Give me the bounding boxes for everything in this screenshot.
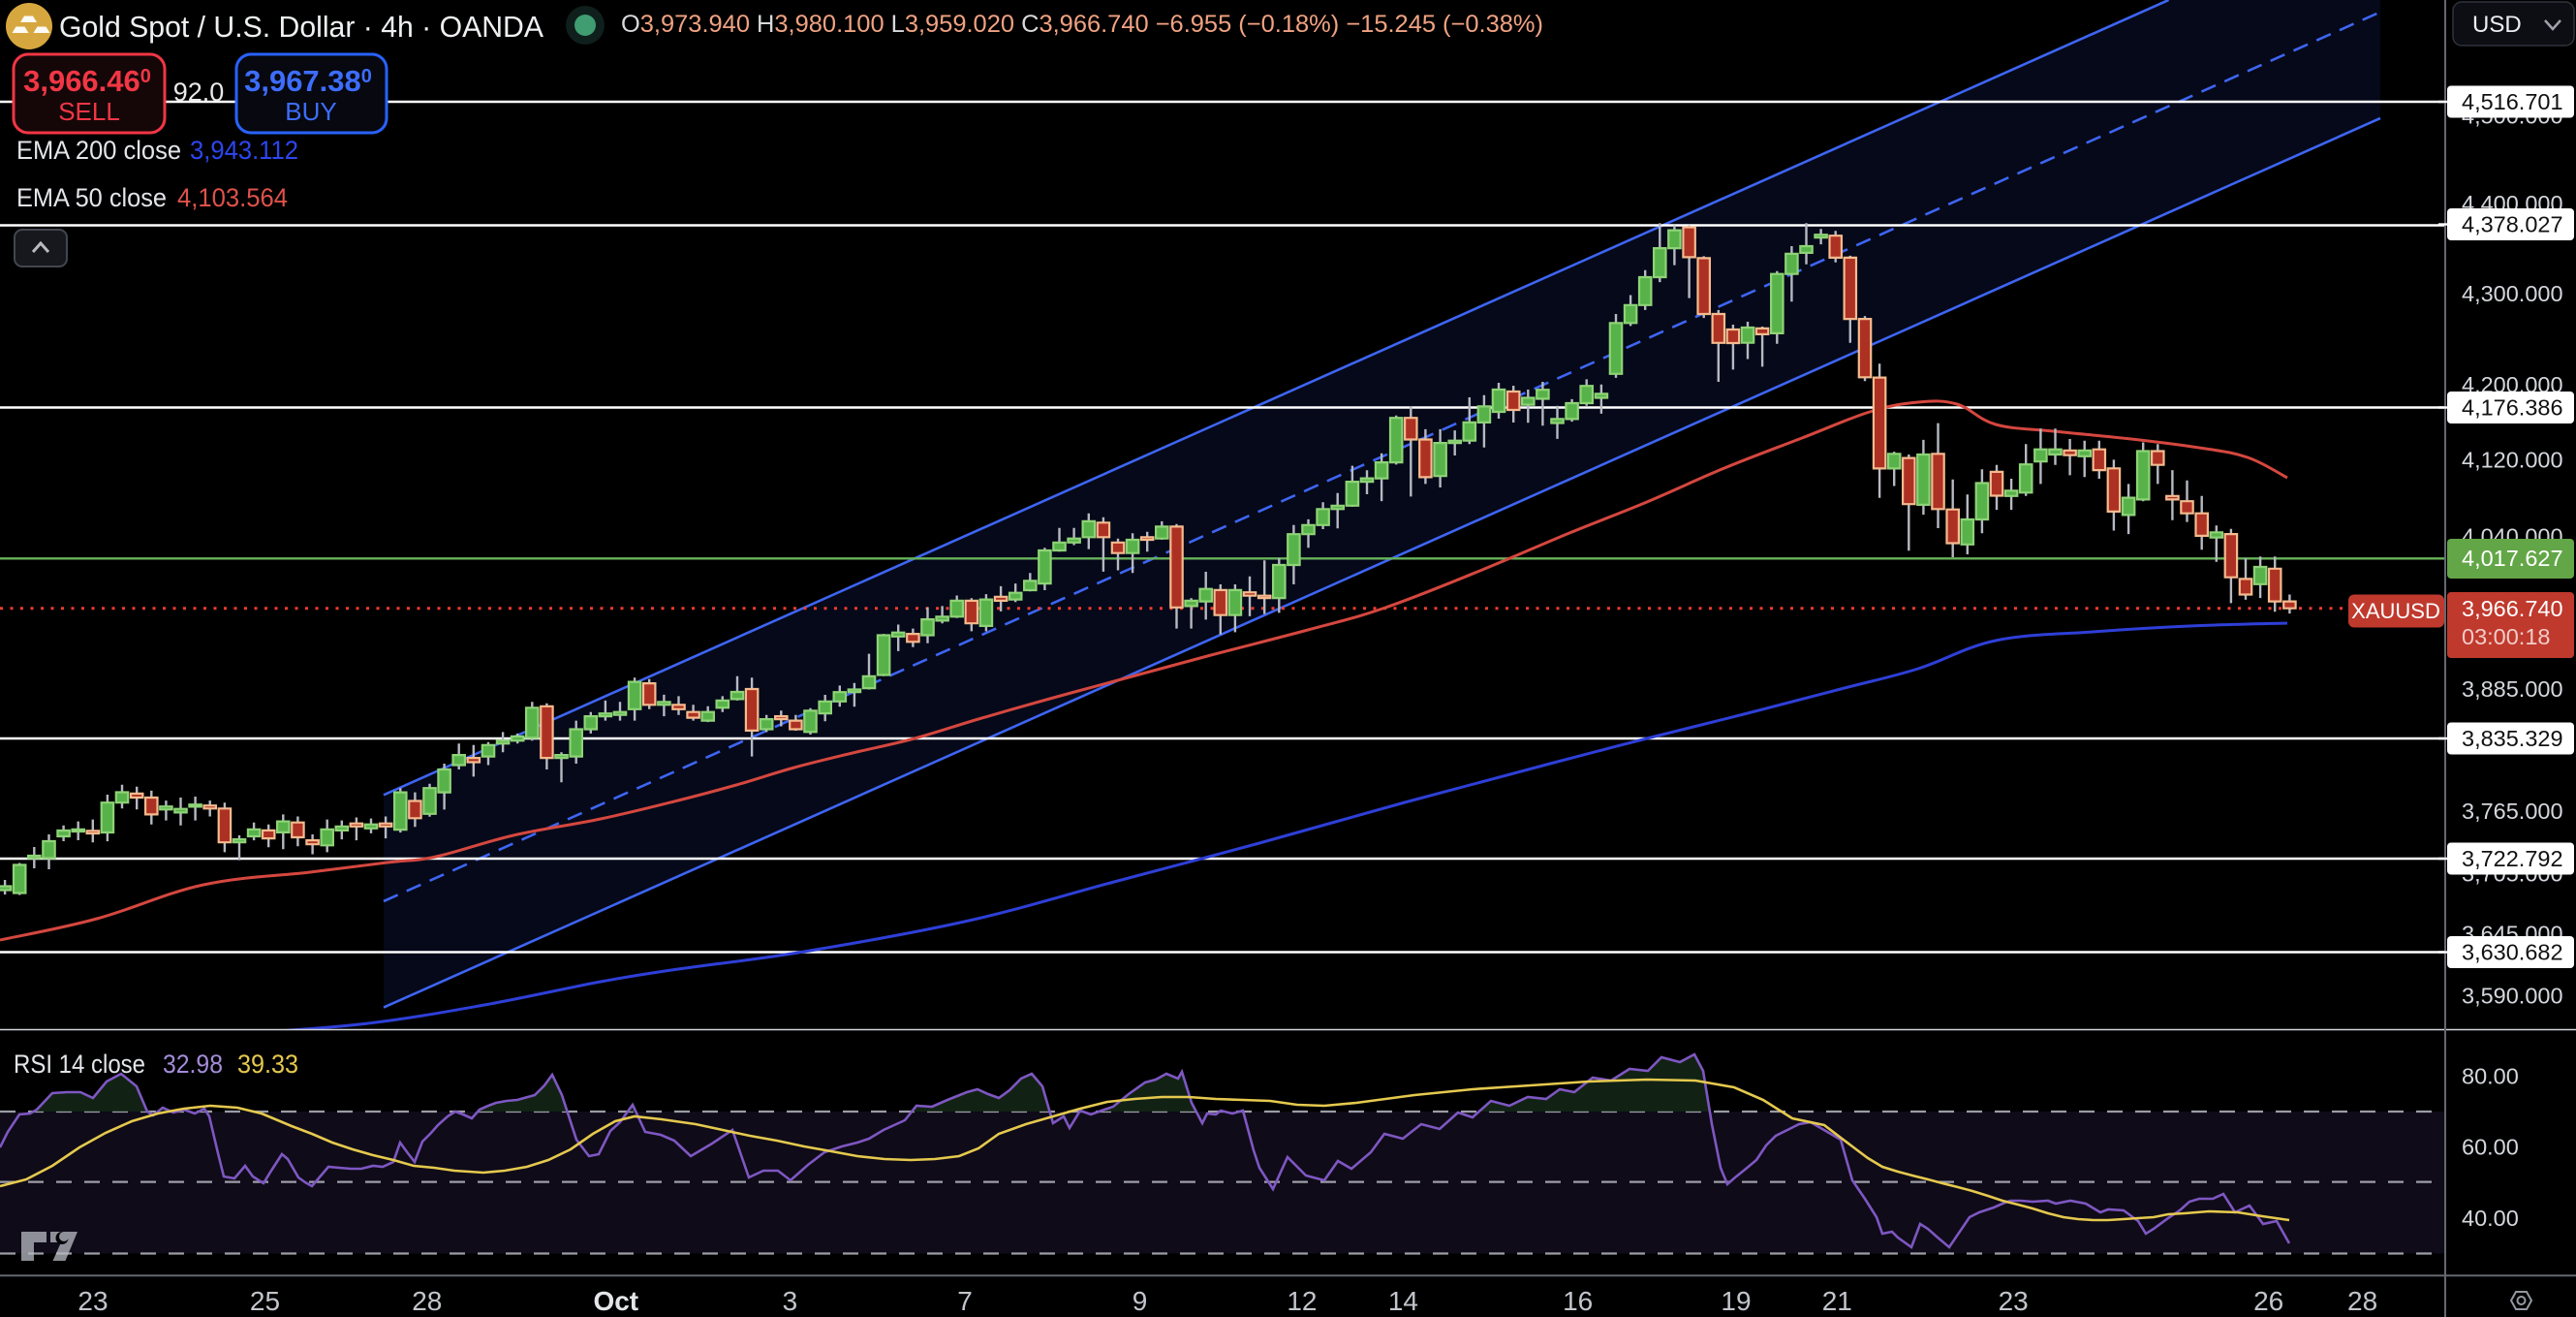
svg-text:4,516.701: 4,516.701 — [2462, 89, 2563, 114]
svg-text:3,590.000: 3,590.000 — [2462, 984, 2563, 1009]
svg-text:USD: USD — [2472, 12, 2522, 38]
svg-text:3,765.000: 3,765.000 — [2462, 799, 2563, 824]
svg-text:60.00: 60.00 — [2462, 1135, 2519, 1160]
svg-text:Oct: Oct — [593, 1286, 638, 1316]
svg-text:SELL: SELL — [58, 97, 120, 126]
svg-text:3,967.380: 3,967.380 — [244, 64, 372, 98]
svg-text:RSI 14 close: RSI 14 close — [14, 1050, 145, 1079]
svg-text:21: 21 — [1822, 1286, 1852, 1316]
svg-text:Gold Spot / U.S. Dollar · 4h ·: Gold Spot / U.S. Dollar · 4h · OANDA — [59, 10, 543, 44]
svg-text:3,722.792: 3,722.792 — [2462, 846, 2563, 871]
svg-text:12: 12 — [1287, 1286, 1317, 1316]
svg-text:28: 28 — [2347, 1286, 2377, 1316]
svg-text:XAUUSD: XAUUSD — [2351, 599, 2440, 623]
svg-text:28: 28 — [412, 1286, 442, 1316]
svg-text:32.98: 32.98 — [163, 1050, 223, 1079]
svg-text:39.33: 39.33 — [237, 1050, 298, 1079]
svg-text:19: 19 — [1721, 1286, 1751, 1316]
svg-text:25: 25 — [250, 1286, 280, 1316]
svg-text:3,966.460: 3,966.460 — [23, 64, 151, 98]
svg-text:4,300.000: 4,300.000 — [2462, 281, 2563, 306]
svg-text:4,103.564: 4,103.564 — [177, 183, 288, 212]
svg-text:3,630.682: 3,630.682 — [2462, 940, 2563, 965]
svg-text:23: 23 — [1999, 1286, 2029, 1316]
svg-text:14: 14 — [1388, 1286, 1418, 1316]
svg-text:92.0: 92.0 — [173, 78, 225, 107]
svg-text:EMA 200 close: EMA 200 close — [16, 136, 181, 165]
svg-text:4,017.627: 4,017.627 — [2462, 546, 2563, 571]
svg-text:3: 3 — [783, 1286, 798, 1316]
svg-text:O3,973.940 H3,980.100 L3,959.0: O3,973.940 H3,980.100 L3,959.020 C3,966.… — [621, 11, 1543, 38]
svg-text:3,835.329: 3,835.329 — [2462, 726, 2563, 751]
svg-text:23: 23 — [78, 1286, 108, 1316]
svg-text:4,176.386: 4,176.386 — [2462, 395, 2563, 421]
svg-text:4,378.027: 4,378.027 — [2462, 212, 2563, 237]
svg-text:BUY: BUY — [285, 97, 336, 126]
svg-text:3,966.740: 3,966.740 — [2462, 596, 2563, 621]
svg-text:16: 16 — [1563, 1286, 1593, 1316]
svg-text:9: 9 — [1133, 1286, 1148, 1316]
svg-text:EMA 50 close: EMA 50 close — [16, 183, 167, 212]
svg-text:26: 26 — [2253, 1286, 2283, 1316]
svg-text:03:00:18: 03:00:18 — [2462, 624, 2550, 649]
svg-text:3,885.000: 3,885.000 — [2462, 676, 2563, 702]
svg-text:40.00: 40.00 — [2462, 1206, 2519, 1231]
svg-text:3,943.112: 3,943.112 — [190, 136, 298, 165]
svg-text:4,120.000: 4,120.000 — [2462, 448, 2563, 473]
svg-text:80.00: 80.00 — [2462, 1063, 2519, 1088]
svg-text:7: 7 — [957, 1286, 973, 1316]
